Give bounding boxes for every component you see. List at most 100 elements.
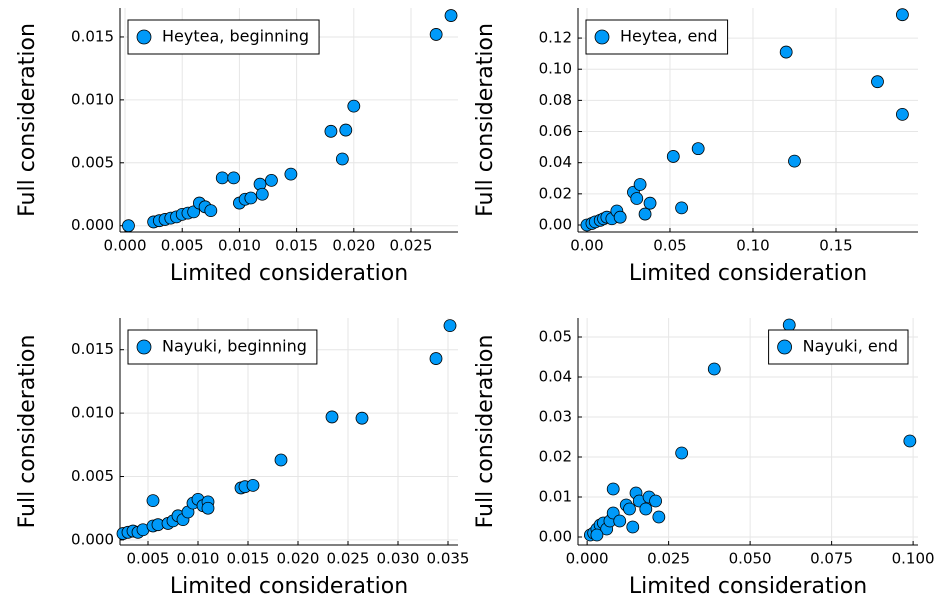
y-tick-label: 0.03: [539, 408, 572, 426]
point: [639, 502, 653, 516]
legend-box: [127, 19, 320, 55]
point: [895, 107, 909, 121]
point: [666, 150, 680, 163]
point: [903, 434, 917, 448]
x-tick-label: 0.020: [332, 237, 375, 255]
y-axis-label: Full consideration: [15, 23, 40, 217]
y-tick-label: 0.12: [539, 29, 572, 47]
x-tick-label: 0.030: [377, 550, 420, 568]
x-axis-label: Limited consideration: [629, 261, 867, 286]
panel: 0.000 0.005 0.010 0.015 0.020 0.025 0.000 0.005…: [15, 8, 458, 286]
y-tick-label: 0.02: [539, 184, 572, 202]
legend-label: Nayuki, beginning: [162, 337, 307, 356]
x-tick-label: 0.005: [127, 550, 170, 568]
point: [339, 123, 353, 137]
y-axis-label: Full consideration: [473, 23, 498, 217]
point: [613, 514, 627, 528]
x-tick-label: 0.00: [570, 237, 603, 255]
x-tick-label: 0.000: [566, 550, 609, 568]
point: [630, 192, 644, 205]
legend-marker: [777, 339, 792, 355]
y-tick-label: 0.010: [71, 90, 114, 108]
point: [649, 494, 662, 508]
legend-label: Nayuki, end: [803, 337, 898, 356]
x-tick-label: 0.05: [653, 237, 686, 255]
point: [355, 411, 369, 425]
x-tick-label: 0.10: [736, 237, 769, 255]
y-axis-label: Full consideration: [15, 335, 40, 529]
x-tick-label: 0.025: [390, 237, 433, 255]
point: [613, 210, 627, 224]
point: [215, 171, 229, 185]
y-tick-label: 0.08: [539, 91, 572, 109]
legend: Nayuki, beginning: [127, 329, 318, 365]
point: [871, 75, 884, 89]
x-tick-label: 0.075: [810, 550, 853, 568]
point: [643, 196, 657, 210]
legend: Heytea, end: [585, 19, 729, 55]
point: [444, 9, 458, 22]
point: [325, 410, 339, 424]
x-tick-label: 0.005: [161, 237, 204, 255]
point: [895, 8, 909, 22]
point: [623, 502, 636, 516]
point: [652, 510, 666, 524]
y-tick-label: 0.010: [71, 404, 114, 422]
point: [284, 167, 298, 181]
panel: 0.005 0.010 0.015 0.020 0.025 0.030 0.035 0.000…: [15, 318, 469, 599]
y-tick-label: 0.01: [539, 488, 572, 506]
point: [626, 520, 640, 534]
x-tick-label: 0.035: [427, 550, 470, 568]
x-tick-label: 0.015: [275, 237, 318, 255]
y-tick-label: 0.00: [539, 215, 572, 233]
y-tick-label: 0.05: [539, 328, 572, 346]
x-tick-label: 0.010: [177, 550, 220, 568]
x-tick-label: 0.015: [227, 550, 270, 568]
point: [204, 204, 218, 218]
point: [675, 201, 688, 215]
legend: Nayuki, end: [768, 329, 909, 365]
point: [146, 494, 160, 508]
x-tick-label: 0.000: [104, 237, 147, 255]
point: [707, 362, 721, 376]
point: [691, 142, 705, 156]
x-tick-label: 0.025: [327, 550, 370, 568]
point: [347, 99, 361, 113]
panel: 0.000 0.025 0.050 0.075 0.100 0.00 0.01 0.02 0.0…: [473, 318, 935, 599]
legend-label: Heytea, beginning: [162, 27, 309, 46]
point: [606, 482, 620, 496]
x-tick-label: 0.050: [729, 550, 772, 568]
x-axis-label: Limited consideration: [170, 574, 408, 599]
point: [201, 501, 215, 515]
x-tick-label: 0.020: [277, 550, 320, 568]
legend-box: [585, 19, 729, 55]
x-tick-label: 0.025: [647, 550, 690, 568]
y-tick-label: 0.005: [71, 153, 114, 171]
point: [782, 318, 796, 332]
point: [265, 174, 278, 187]
legend-box: [127, 329, 318, 365]
point: [590, 528, 604, 542]
point: [122, 219, 135, 233]
legend-marker: [136, 339, 152, 355]
y-tick-label: 0.015: [71, 340, 114, 358]
panel: 0.00 0.05 0.10 0.15 0.00 0.02 0.04 0.06 0.08 0.10…: [473, 8, 918, 286]
y-tick-label: 0.10: [539, 60, 572, 78]
y-tick-label: 0.000: [71, 216, 114, 234]
point: [788, 154, 801, 168]
y-tick-label: 0.04: [539, 368, 572, 386]
y-tick-label: 0.00: [539, 528, 572, 546]
point: [638, 207, 652, 221]
point: [255, 187, 269, 201]
y-tick-label: 0.015: [71, 27, 114, 45]
point: [335, 152, 349, 166]
point: [324, 124, 338, 138]
legend-label: Heytea, end: [620, 27, 718, 46]
point: [244, 191, 258, 205]
x-tick-label: 0.15: [819, 237, 852, 255]
y-tick-label: 0.005: [71, 467, 114, 485]
point: [443, 319, 457, 333]
legend-marker: [136, 29, 152, 45]
x-tick-label: 0.100: [892, 550, 935, 568]
